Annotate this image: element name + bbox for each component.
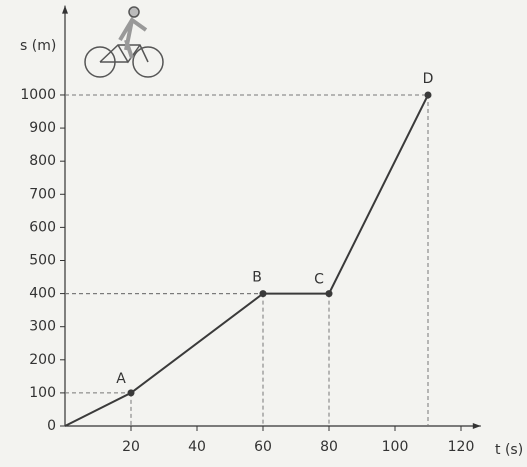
x-tick-label: 100 — [382, 439, 409, 455]
y-tick-label: 700 — [29, 186, 56, 202]
y-tick-label: 100 — [29, 385, 56, 401]
y-tick-label: 400 — [29, 286, 56, 302]
data-point — [424, 91, 432, 99]
y-tick-label: 800 — [29, 153, 56, 169]
x-tick-label: 60 — [254, 439, 272, 455]
x-tick-label: 120 — [448, 439, 475, 455]
y-tick-label: 600 — [29, 219, 56, 235]
y-axis-arrow — [62, 5, 68, 14]
point-label: B — [252, 270, 262, 286]
x-axis-label: t (s) — [495, 442, 523, 458]
y-tick-label: 1000 — [20, 87, 56, 103]
x-tick-label: 20 — [122, 439, 140, 455]
y-tick-label: 200 — [29, 352, 56, 368]
y-tick-label: 500 — [29, 252, 56, 268]
y-tick-label: 900 — [29, 120, 56, 136]
data-point — [259, 290, 267, 298]
data-point — [325, 290, 333, 298]
x-axis-arrow — [472, 423, 481, 429]
point-label: D — [423, 71, 434, 87]
y-axis-label: s (m) — [20, 38, 56, 54]
data-point — [127, 389, 135, 397]
x-tick-label: 40 — [188, 439, 206, 455]
point-label: A — [116, 371, 126, 387]
cyclist-icon — [84, 6, 164, 78]
y-tick-label: 300 — [29, 319, 56, 335]
x-tick-label: 80 — [320, 439, 338, 455]
y-tick-label: 0 — [47, 418, 56, 434]
point-label: C — [314, 272, 324, 288]
